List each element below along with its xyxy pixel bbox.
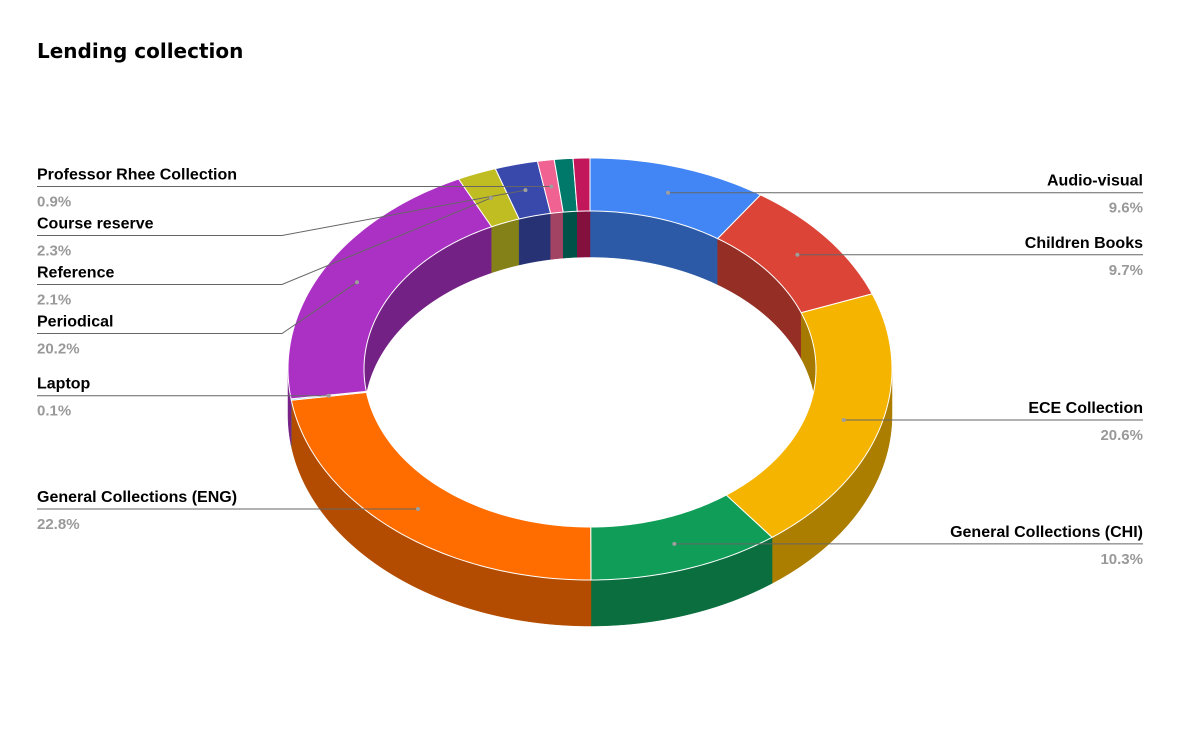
slice-label-reference: Reference xyxy=(37,264,114,281)
slice-label-periodical: Periodical xyxy=(37,313,113,330)
slice-percent-ece-collection: 20.6% xyxy=(1100,427,1143,444)
leader-dot-course-reserve xyxy=(523,188,528,193)
slice-percent-general-collections-chi: 10.3% xyxy=(1100,551,1143,568)
chart-title: Lending collection xyxy=(37,39,243,63)
leader-dot-laptop xyxy=(326,393,331,398)
slice-label-audio-visual: Audio-visual xyxy=(1047,173,1143,190)
slice-inner-wall-slice-11 xyxy=(562,210,578,259)
leader-dot-audio-visual xyxy=(666,190,671,195)
leader-dot-periodical xyxy=(354,280,359,285)
donut-slices xyxy=(287,157,893,581)
leader-dot-general-collections-chi xyxy=(672,541,677,546)
slice-percent-laptop: 0.1% xyxy=(37,403,71,420)
leader-dot-children-books xyxy=(795,252,800,257)
slice-inner-wall-reference xyxy=(491,218,520,274)
slice-inner-wall-slice-12 xyxy=(577,210,591,258)
slice-percent-reference: 2.1% xyxy=(37,291,71,308)
slice-label-general-collections-chi: General Collections (CHI) xyxy=(950,524,1143,541)
slice-percent-professor-rhee-collection: 0.9% xyxy=(37,193,71,210)
slice-label-professor-rhee-collection: Professor Rhee Collection xyxy=(37,166,237,183)
leader-dot-professor-rhee-collection xyxy=(549,184,554,189)
donut-inner-walls xyxy=(363,210,817,416)
slice-labels: Professor Rhee Collection 0.9% Course rese… xyxy=(37,166,1143,568)
leader-dot-reference xyxy=(488,195,493,200)
slice-percent-general-collections-eng: 22.8% xyxy=(37,516,80,533)
leader-line-periodical xyxy=(37,281,358,334)
slice-percent-audio-visual: 9.6% xyxy=(1109,200,1143,217)
slice-percent-periodical: 20.2% xyxy=(37,340,80,357)
slice-inner-wall-professor-rhee-collection xyxy=(550,211,564,260)
slice-inner-wall-course-reserve xyxy=(518,213,551,266)
slice-periodical xyxy=(287,178,493,400)
leader-line-course-reserve xyxy=(37,189,526,236)
slice-label-laptop: Laptop xyxy=(37,376,91,393)
slice-ece-collection xyxy=(725,293,893,538)
slice-label-general-collections-eng: General Collections (ENG) xyxy=(37,489,237,506)
slice-percent-course-reserve: 2.3% xyxy=(37,242,71,259)
leader-line-reference xyxy=(37,197,492,285)
slice-percent-children-books: 9.7% xyxy=(1109,262,1143,279)
slice-label-ece-collection: ECE Collection xyxy=(1028,400,1143,417)
slice-slice-12 xyxy=(572,157,591,212)
leader-dot-ece-collection xyxy=(841,417,846,422)
leader-dot-general-collections-eng xyxy=(416,506,420,511)
slice-label-course-reserve: Course reserve xyxy=(37,215,154,232)
slice-label-children-books: Children Books xyxy=(1025,235,1143,252)
